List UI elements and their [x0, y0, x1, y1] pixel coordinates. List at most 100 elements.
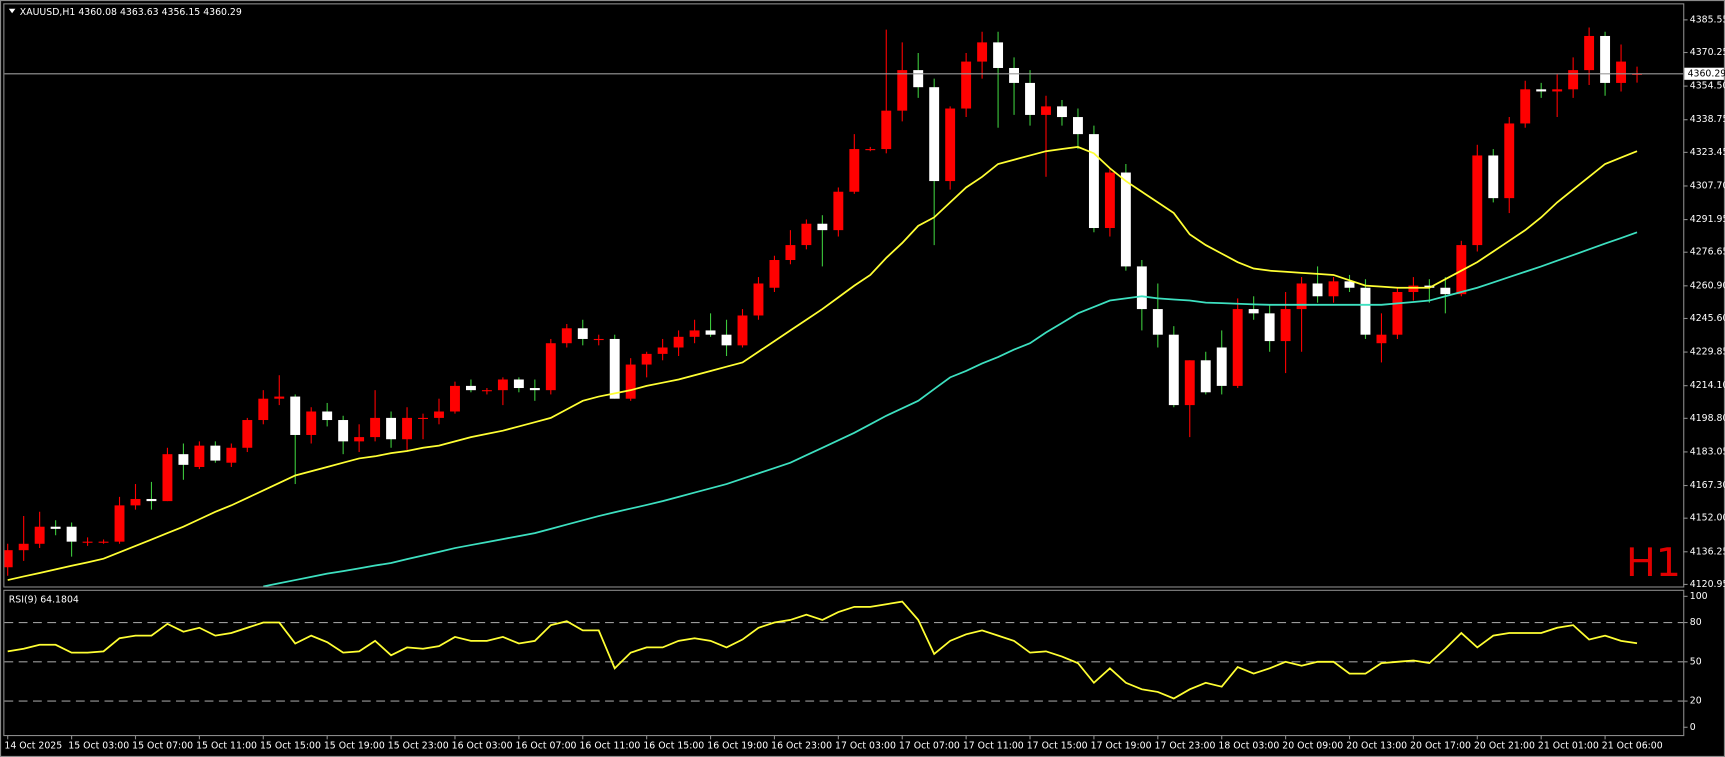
candle-body-up — [226, 447, 237, 463]
candle-body-up — [1504, 123, 1515, 199]
x-tick-label: 15 Oct 23:00 — [388, 740, 449, 751]
x-tick-label: 15 Oct 11:00 — [196, 740, 257, 751]
price-tag — [1684, 67, 1724, 80]
candle-body-up — [1104, 172, 1115, 229]
candle-body-up — [274, 396, 285, 399]
candle-body-down — [465, 385, 476, 391]
candles — [4, 27, 1642, 576]
candle-body-up — [1472, 155, 1483, 246]
candle-body-down — [178, 454, 189, 465]
y-tick-label: 4307.70 — [1690, 180, 1725, 191]
candle-body-up — [242, 420, 253, 448]
x-tick-label: 21 Oct 01:00 — [1538, 740, 1599, 751]
candle-body-down — [1488, 155, 1499, 199]
y-tick-label: 0 — [1690, 722, 1696, 733]
candle-body-up — [194, 445, 205, 467]
candle-body-down — [913, 70, 924, 88]
x-tick-label: 16 Oct 03:00 — [452, 740, 513, 751]
candle-body-up — [434, 411, 444, 418]
candle-body-up — [4, 550, 13, 568]
candle-body-up — [1184, 360, 1195, 406]
candle-body-up — [1376, 334, 1387, 344]
y-tick-label: 4338.75 — [1690, 114, 1725, 125]
candle-body-down — [721, 334, 732, 346]
x-tick-label: 20 Oct 17:00 — [1410, 740, 1471, 751]
candle-body-down — [1136, 266, 1147, 310]
candle-body-up — [753, 283, 764, 316]
x-tick-label: 14 Oct 2025 — [4, 740, 62, 751]
candle-body-up — [561, 328, 572, 344]
x-tick-label: 15 Oct 19:00 — [324, 740, 385, 751]
candle-body-down — [1424, 285, 1435, 288]
y-tick-label: 4167.30 — [1690, 480, 1725, 491]
candle-body-up — [1280, 309, 1291, 342]
candle-body-down — [210, 445, 221, 461]
candle-body-down — [817, 223, 828, 231]
x-tick-label: 20 Oct 21:00 — [1474, 740, 1535, 751]
moving-average-line — [7, 146, 1638, 581]
candle-body-down — [66, 526, 77, 542]
x-tick-label: 17 Oct 15:00 — [1027, 740, 1088, 751]
close-value: 4360.29 — [203, 7, 242, 18]
candle-body-up — [833, 191, 844, 231]
timeframe-watermark: H1 — [1626, 540, 1681, 586]
candle-body-up — [1568, 70, 1579, 90]
y-tick-label: 4245.60 — [1690, 313, 1725, 324]
rsi-line — [7, 600, 1638, 700]
y-tick-label: 4120.95 — [1690, 579, 1725, 590]
y-tick-label: 4152.00 — [1690, 513, 1725, 524]
dropdown-arrow[interactable] — [8, 8, 16, 14]
y-tick-label: 80 — [1690, 617, 1702, 628]
candle-body-up — [370, 417, 381, 438]
candle-body-down — [338, 420, 349, 442]
candle-body-down — [1072, 117, 1083, 135]
candle-body-up — [162, 454, 173, 502]
candle-body-up — [625, 364, 636, 399]
candle-body-down — [146, 498, 157, 502]
candle-body-down — [1216, 347, 1227, 386]
candle-body-down — [1360, 287, 1371, 335]
candle-body-up — [641, 353, 652, 365]
candle-body-down — [290, 396, 301, 435]
x-tick-label: 17 Oct 11:00 — [963, 740, 1024, 751]
x-tick-label: 15 Oct 07:00 — [132, 740, 193, 751]
candle-body-up — [1232, 309, 1243, 386]
candle-body-down — [1152, 309, 1163, 335]
candle-body-down — [1344, 281, 1355, 288]
rsi-value: 64.1804 — [40, 594, 79, 605]
y-tick-label: 50 — [1690, 656, 1702, 667]
open-value: 4360.08 — [78, 7, 117, 18]
candle-body-down — [1057, 106, 1067, 118]
candle-body-up — [1041, 106, 1051, 115]
candle-body-up — [673, 336, 684, 348]
candle-body-up — [1392, 292, 1403, 335]
candle-body-down — [1312, 283, 1323, 297]
candle-body-up — [34, 526, 45, 544]
symbol-header: XAUUSD,H1 4360.08 4363.63 4356.15 4360.2… — [20, 7, 242, 18]
x-tick-label: 20 Oct 09:00 — [1282, 740, 1343, 751]
candle-body-down — [577, 328, 588, 339]
candle-body-up — [1296, 283, 1307, 310]
candle-body-up — [130, 498, 141, 506]
candle-body-up — [865, 149, 876, 151]
candle-body-up — [98, 541, 109, 543]
y-tick-label: 4323.45 — [1690, 147, 1725, 158]
candle-body-up — [418, 417, 428, 419]
candle-body-down — [1264, 313, 1275, 342]
x-tick-label: 17 Oct 07:00 — [899, 740, 960, 751]
candle-body-down — [1440, 287, 1451, 295]
candle-body-down — [1009, 67, 1020, 83]
candle-body-up — [961, 61, 972, 109]
y-tick-label: 4260.90 — [1690, 280, 1725, 291]
candle-body-up — [769, 260, 780, 288]
candle-body-up — [1408, 285, 1419, 293]
candle-body-down — [322, 411, 333, 421]
y-tick-label: 4198.80 — [1690, 413, 1725, 424]
x-tick-label: 17 Oct 19:00 — [1091, 740, 1152, 751]
candle-body-up — [450, 385, 460, 412]
candle-body-down — [1120, 172, 1131, 267]
candle-body-up — [897, 70, 908, 111]
candle-body-up — [354, 437, 365, 442]
x-tick-label: 15 Oct 15:00 — [260, 740, 321, 751]
